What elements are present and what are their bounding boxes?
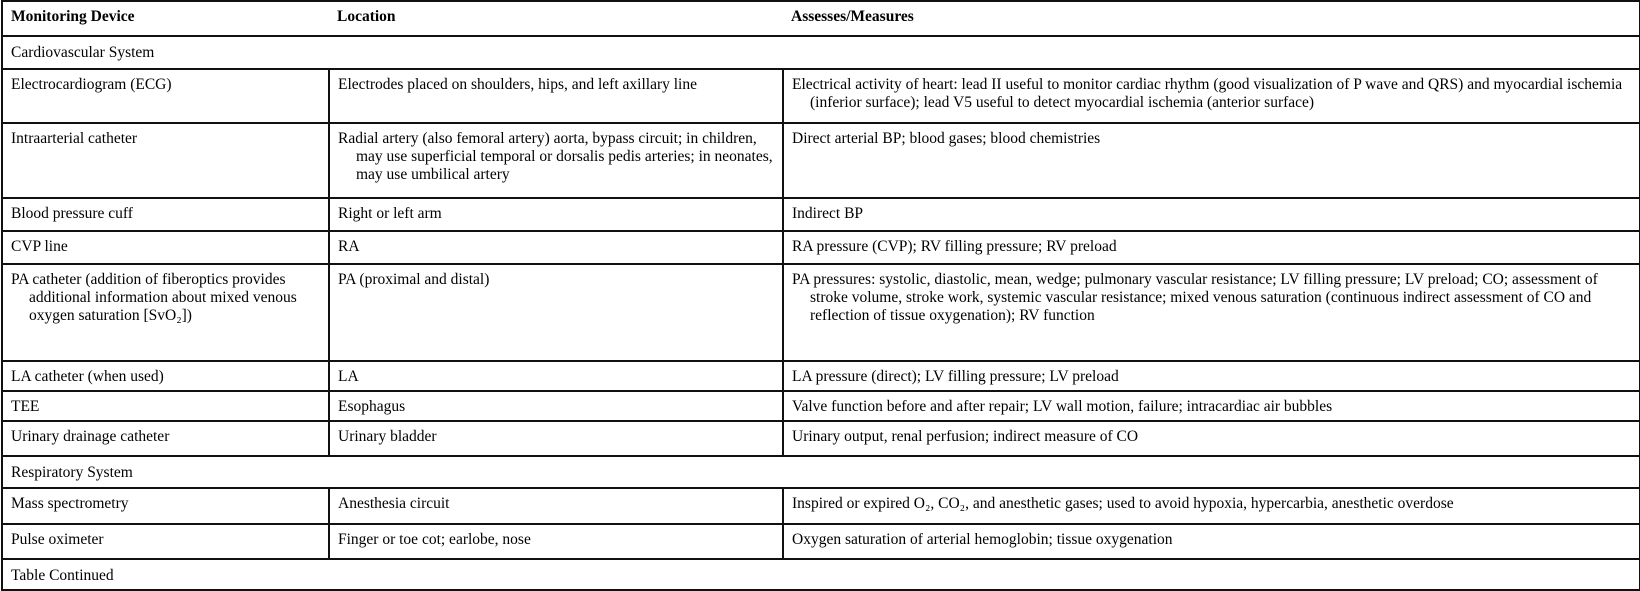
section-heading: Cardiovascular System <box>1 35 1640 70</box>
device-cell: Electrocardiogram (ECG) <box>1 68 330 124</box>
table-row: LA catheter (when used) LA LA pressure (di… <box>1 360 1640 392</box>
location-cell: Right or left arm <box>328 197 784 232</box>
section-heading: Table Continued <box>1 558 1640 591</box>
device-cell: Blood pressure cuff <box>1 197 330 232</box>
header-monitoring-device: Monitoring Device <box>1 0 329 37</box>
device-cell: Mass spectrometry <box>1 487 330 525</box>
assesses-cell: LA pressure (direct); LV filling pressur… <box>782 360 1640 392</box>
assesses-cell: Electrical activity of heart: lead II us… <box>782 68 1640 124</box>
table-row: Pulse oximeter Finger or toe cot; earlobe… <box>1 523 1640 560</box>
section-row: Table Continued <box>1 558 1640 591</box>
header-location: Location <box>329 0 783 37</box>
header-assesses-measures: Assesses/Measures <box>783 0 1640 37</box>
table-row: Urinary drainage catheter Urinary bladder… <box>1 420 1640 457</box>
location-cell: Radial artery (also femoral artery) aort… <box>328 122 784 199</box>
table-row: PA catheter (addition of fiberoptics pro… <box>1 263 1640 362</box>
location-cell: Finger or toe cot; earlobe, nose <box>328 523 784 560</box>
device-cell: Intraarterial catheter <box>1 122 330 199</box>
location-cell: Urinary bladder <box>328 420 784 457</box>
table-row: Mass spectrometry Anesthesia circuit Inspi… <box>1 487 1640 525</box>
table-row: Blood pressure cuff Right or left arm Indi… <box>1 197 1640 232</box>
device-cell: PA catheter (addition of fiberoptics pro… <box>1 263 330 362</box>
location-cell: LA <box>328 360 784 392</box>
assesses-cell: Inspired or expired O₂, CO₂, and anesthe… <box>782 487 1640 525</box>
device-cell: LA catheter (when used) <box>1 360 330 392</box>
assesses-cell: Direct arterial BP; blood gases; blood c… <box>782 122 1640 199</box>
header-row: Monitoring Device Location Assesses/Meas… <box>1 0 1640 37</box>
assesses-cell: Indirect BP <box>782 197 1640 232</box>
device-cell: Urinary drainage catheter <box>1 420 330 457</box>
section-heading: Respiratory System <box>1 455 1640 489</box>
device-cell: Pulse oximeter <box>1 523 330 560</box>
location-cell: RA <box>328 230 784 265</box>
location-cell: Esophagus <box>328 390 784 422</box>
assesses-cell: Oxygen saturation of arterial hemoglobin… <box>782 523 1640 560</box>
location-cell: Electrodes placed on shoulders, hips, an… <box>328 68 784 124</box>
location-cell: Anesthesia circuit <box>328 487 784 525</box>
assesses-cell: Valve function before and after repair; … <box>782 390 1640 422</box>
location-cell: PA (proximal and distal) <box>328 263 784 362</box>
device-cell: CVP line <box>1 230 330 265</box>
table-row: CVP line RA RA pressure (CVP); RV filling … <box>1 230 1640 265</box>
table-row: Electrocardiogram (ECG) Electrodes placed… <box>1 68 1640 124</box>
section-row: Cardiovascular System <box>1 35 1640 70</box>
table-row: Intraarterial catheter Radial artery (als… <box>1 122 1640 199</box>
assesses-cell: Urinary output, renal perfusion; indirec… <box>782 420 1640 457</box>
device-cell: TEE <box>1 390 330 422</box>
assesses-cell: PA pressures: systolic, diastolic, mean,… <box>782 263 1640 362</box>
table-row: TEE Esophagus Valve function before and af… <box>1 390 1640 422</box>
assesses-cell: RA pressure (CVP); RV filling pressure; … <box>782 230 1640 265</box>
section-row: Respiratory System <box>1 455 1640 489</box>
table-body: Cardiovascular System Electrocardiogram (… <box>1 35 1640 591</box>
